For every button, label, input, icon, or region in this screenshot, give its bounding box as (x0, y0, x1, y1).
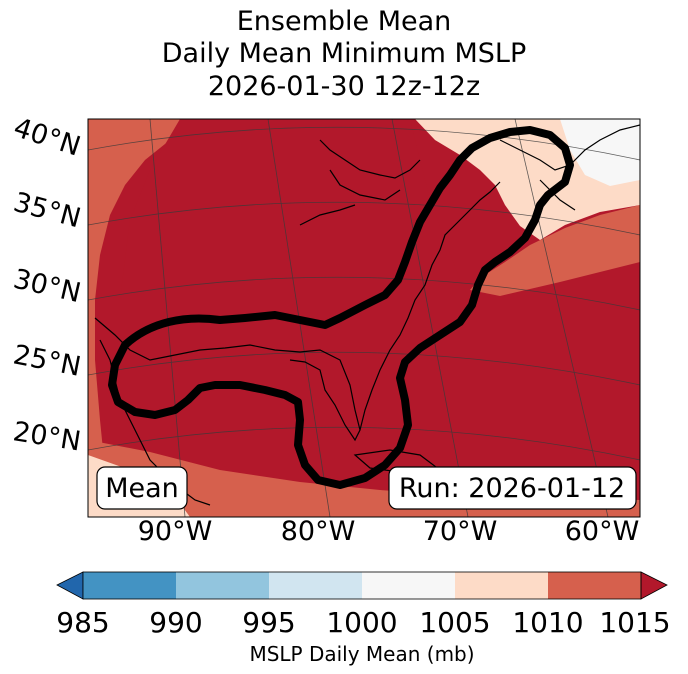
lon-label-80w: 80°W (281, 516, 356, 547)
lon-label-90w: 90°W (138, 516, 213, 547)
colorbar: 985 990 995 1000 1005 1010 1015 MSLP Dai… (56, 571, 671, 666)
lat-label-30: 30°N (10, 264, 83, 310)
run-box-label: Run: 2026-01-12 (399, 473, 625, 504)
colorbar-extend-high (640, 571, 668, 600)
graticule (88, 119, 640, 517)
mean-box: Mean (96, 466, 188, 510)
colorbar-tick-1010: 1010 (512, 606, 583, 639)
lat-label-40: 40°N (10, 112, 84, 163)
colorbar-segment-1010-1015 (548, 572, 641, 599)
run-box: Run: 2026-01-12 (388, 466, 637, 510)
colorbar-tick-985: 985 (56, 606, 109, 639)
colorbar-tick-1005: 1005 (419, 606, 490, 639)
pressure-fill-high-north (120, 119, 470, 300)
colorbar-tick-995: 995 (242, 606, 295, 639)
lat-label-35: 35°N (10, 187, 84, 235)
colorbar-segment-985-990 (83, 572, 176, 599)
title-line-2: Daily Mean Minimum MSLP (161, 38, 527, 69)
colorbar-tick-990: 990 (149, 606, 202, 639)
lon-label-60w: 60°W (565, 516, 640, 547)
colorbar-segment-990-995 (176, 572, 269, 599)
colorbar-extend-low (56, 571, 84, 600)
map-frame (87, 118, 641, 518)
colorbar-tick-1015: 1015 (599, 606, 670, 639)
lat-label-20: 20°N (11, 416, 83, 457)
mean-contour (108, 126, 574, 489)
map-panel (88, 119, 640, 517)
colorbar-segment-995-1000 (269, 572, 362, 599)
title-line-1: Ensemble Mean (236, 6, 452, 37)
colorbar-tick-1000: 1000 (326, 606, 397, 639)
colorbar-segment-1005-1010 (455, 572, 548, 599)
lon-label-70w: 70°W (423, 516, 498, 547)
title-line-3: 2026-01-30 12z-12z (207, 71, 481, 102)
colorbar-label: MSLP Daily Mean (mb) (249, 642, 474, 666)
pressure-band-1010-west (88, 119, 200, 470)
mean-box-label: Mean (105, 473, 179, 504)
lat-label-25: 25°N (11, 339, 84, 382)
pressure-band-1000 (560, 119, 640, 186)
colorbar-segment-1000-1005 (362, 572, 455, 599)
